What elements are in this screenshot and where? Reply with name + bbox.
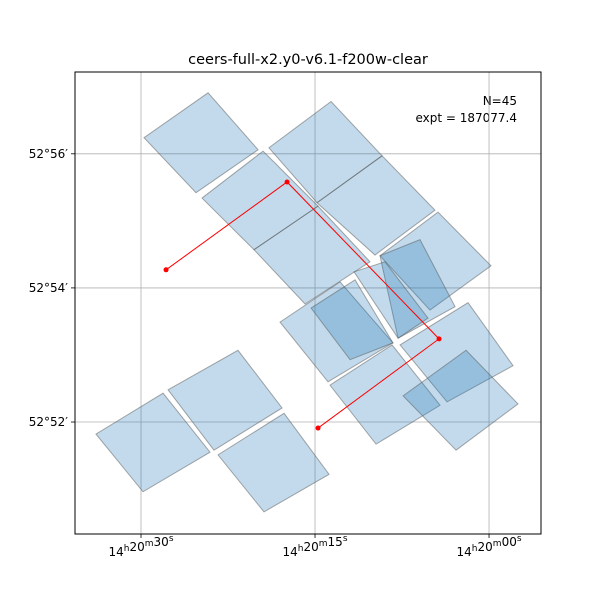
footprint: [253, 205, 371, 305]
footprint: [167, 349, 283, 451]
chart-title: ceers-full-x2.y0-v6.1-f200w-clear: [188, 52, 428, 68]
grid: [75, 72, 541, 534]
footprint: [143, 92, 259, 194]
footprint: [310, 279, 394, 361]
footprint: [316, 155, 436, 256]
footprint: [379, 211, 492, 311]
annotation: expt = 187077.4: [415, 111, 517, 125]
path-point: [284, 179, 290, 185]
x-tick-label: 14h20m15s: [282, 534, 347, 559]
x-tick-label: 14h20m30s: [108, 534, 173, 559]
footprint: [379, 239, 456, 339]
path-point: [315, 425, 321, 431]
x-tick-label: 14h20m00s: [457, 534, 522, 559]
y-tick-label: 52°52′: [29, 415, 69, 429]
footprint: [217, 412, 330, 513]
path-point: [163, 267, 169, 273]
footprint: [95, 392, 211, 493]
footprint: [402, 349, 519, 451]
path-line: [165, 181, 440, 429]
axes-frame: [74, 71, 542, 535]
y-tick-label: 52°56′: [29, 147, 69, 161]
y-tick-label: 52°54′: [29, 281, 69, 295]
footprint: [329, 344, 441, 445]
footprint: [353, 261, 429, 339]
path-point: [436, 336, 442, 342]
annotation: N=45: [483, 94, 517, 108]
